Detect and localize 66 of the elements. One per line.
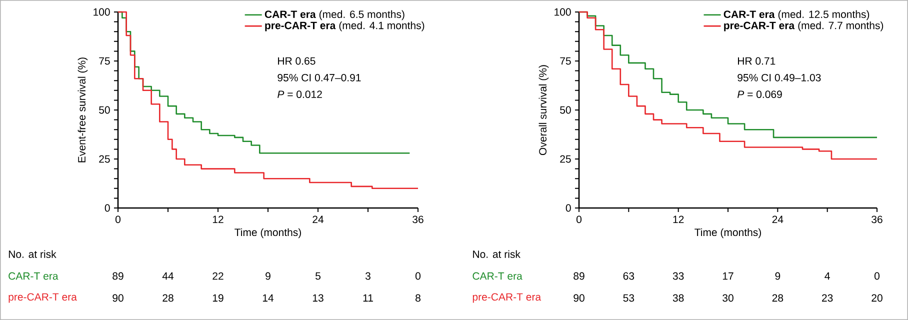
text: 28 [162, 294, 174, 302]
text: 33 [672, 272, 684, 280]
y-tick-label: 25 [99, 155, 110, 163]
annotation: HR 0.65 [278, 57, 316, 65]
y-tick-label: 100 [554, 8, 571, 16]
legend-label: pre-CAR-T era (med. 4.1 months) [265, 21, 424, 32]
y-axis-title: Event-free survival (%) [78, 58, 88, 162]
x-tick-label: 12 [673, 216, 684, 224]
text: 38 [672, 294, 684, 302]
text: pre-CAR-T era [472, 293, 542, 303]
text: 5 [316, 272, 320, 280]
text: 0 [415, 272, 421, 280]
text: 4 [824, 272, 830, 280]
x-tick-label: 36 [872, 216, 882, 224]
text: 14 [262, 294, 274, 302]
text: CAR-T era [472, 272, 522, 280]
legend-label: CAR-T era (med. 6.5 months) [264, 10, 404, 20]
text: 3 [365, 272, 370, 280]
text: 0 [874, 272, 880, 280]
text: 89 [112, 272, 124, 280]
y-tick-label: 25 [560, 155, 571, 163]
text: 22 [212, 272, 224, 280]
text: 63 [623, 272, 634, 280]
text: 19 [212, 294, 224, 302]
x-axis-title: Time (months) [694, 228, 761, 238]
y-tick-label: 50 [560, 106, 571, 114]
text: No. at risk [8, 250, 56, 258]
x-tick-label: 0 [576, 216, 582, 224]
y-tick-label: 100 [94, 8, 110, 16]
text: 9 [266, 272, 270, 280]
text: 23 [822, 294, 833, 302]
text: 30 [722, 294, 734, 302]
legend-label: CAR-T era (med. 12.5 months) [724, 10, 870, 20]
text: 13 [312, 294, 324, 302]
text: 44 [162, 272, 174, 280]
text: 90 [112, 294, 124, 302]
annotation: 95% CI 0.47–0.91 [278, 74, 361, 82]
text: 9 [775, 272, 780, 280]
text: 20 [872, 294, 882, 302]
y-tick-label: 50 [99, 106, 110, 114]
x-tick-label: 24 [772, 216, 784, 224]
y-tick-label: 0 [104, 204, 110, 212]
text: 53 [623, 294, 634, 302]
annotation: HR 0.71 [738, 57, 776, 65]
x-tick-label: 24 [312, 216, 324, 224]
text: 17 [722, 272, 734, 280]
text: pre-CAR-T era [8, 293, 77, 303]
text: CAR-T era [8, 272, 58, 280]
text: 89 [574, 272, 584, 280]
annotation: P = 0.012 [278, 90, 322, 98]
y-axis-title: Overall survival (%) [538, 65, 549, 156]
text: No. at risk [473, 250, 520, 258]
text: 28 [772, 294, 784, 302]
y-tick-label: 75 [560, 57, 571, 65]
annotation: 95% CI 0.49–1.03 [738, 74, 821, 82]
x-axis-title: Time (months) [234, 228, 301, 238]
text: 90 [574, 294, 584, 302]
text: 8 [416, 294, 420, 302]
annotation: P = 0.069 [737, 90, 782, 98]
x-tick-label: 0 [115, 216, 120, 224]
x-tick-label: 12 [212, 216, 224, 224]
y-tick-label: 0 [566, 204, 571, 212]
x-tick-label: 36 [412, 216, 424, 224]
text: 11 [363, 294, 373, 302]
legend-label: pre-CAR-T era (med. 7.7 months) [724, 21, 884, 32]
y-tick-label: 75 [99, 57, 110, 65]
